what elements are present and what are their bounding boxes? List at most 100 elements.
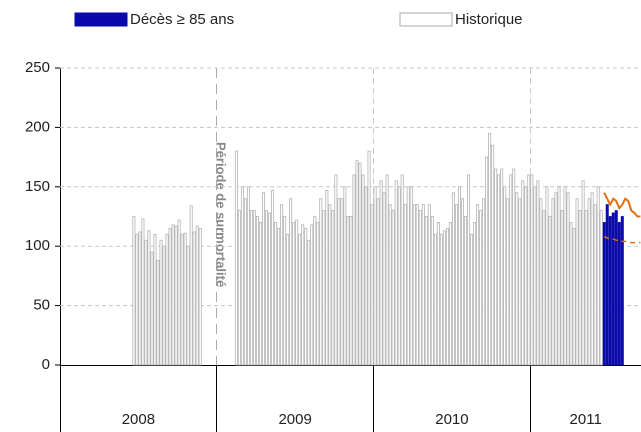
bar — [611, 212, 615, 366]
bar — [563, 186, 567, 366]
bar — [494, 168, 498, 366]
bar — [277, 227, 281, 366]
bar — [445, 227, 449, 366]
bar — [255, 216, 259, 366]
bar — [192, 231, 196, 366]
bar — [433, 233, 437, 366]
bar — [258, 222, 262, 366]
bar — [370, 204, 374, 366]
bar — [512, 168, 516, 366]
bar — [473, 222, 477, 366]
bar — [240, 186, 244, 366]
bar — [602, 222, 606, 366]
x-tick-label: 2011 — [570, 411, 602, 428]
bar — [587, 198, 591, 366]
bar — [572, 227, 576, 366]
bar — [388, 204, 392, 366]
bar — [575, 198, 579, 366]
bar — [599, 210, 603, 366]
bar — [132, 216, 136, 366]
bar — [418, 210, 422, 366]
bar — [476, 204, 480, 366]
bar — [367, 150, 371, 366]
bar — [590, 192, 594, 366]
bar — [313, 216, 317, 366]
bar — [358, 162, 362, 366]
bar — [491, 144, 495, 366]
y-tick-label: 100 — [25, 237, 50, 254]
line — [603, 192, 641, 218]
bar — [584, 210, 588, 366]
bar — [174, 225, 178, 366]
bar — [442, 230, 446, 366]
bar — [322, 210, 326, 366]
bar — [527, 174, 531, 366]
bar — [569, 222, 573, 366]
bar — [334, 174, 338, 366]
bar — [581, 180, 585, 366]
bar — [608, 216, 612, 366]
bar — [135, 233, 139, 366]
bar — [243, 198, 247, 366]
legend-label: Décès ≥ 85 ans — [130, 11, 234, 28]
bar — [539, 198, 543, 366]
bar — [461, 198, 465, 366]
legend-swatch — [399, 12, 453, 27]
bar — [141, 218, 145, 366]
y-tick-label: 150 — [25, 178, 50, 195]
y-tick-label: 250 — [25, 59, 50, 76]
legend-label: Historique — [455, 11, 523, 28]
bar — [171, 224, 175, 366]
bar — [560, 210, 564, 366]
line — [603, 236, 641, 244]
bar — [319, 198, 323, 366]
bar — [391, 210, 395, 366]
bar — [578, 210, 582, 366]
bar — [373, 186, 377, 366]
bar — [361, 174, 365, 366]
bar — [424, 216, 428, 366]
bar — [403, 204, 407, 366]
bar — [551, 198, 555, 366]
bar — [518, 198, 522, 366]
bar — [349, 216, 353, 366]
bar — [286, 233, 290, 366]
y-tick-label: 50 — [33, 297, 50, 314]
bar — [379, 180, 383, 366]
bar — [566, 192, 570, 366]
bar — [289, 198, 293, 366]
bar — [343, 186, 347, 366]
bar — [467, 174, 471, 366]
bar — [355, 160, 359, 366]
bar — [548, 216, 552, 366]
bar — [316, 222, 320, 366]
bar — [234, 150, 238, 366]
bar — [497, 174, 501, 366]
bar — [310, 224, 314, 366]
bar — [295, 219, 299, 366]
bar — [485, 156, 489, 366]
bar — [177, 219, 181, 366]
bar — [530, 174, 534, 366]
bar — [186, 245, 190, 366]
bar — [283, 216, 287, 366]
bar — [421, 204, 425, 366]
bar — [352, 174, 356, 366]
bar — [165, 233, 169, 366]
bar — [189, 205, 193, 366]
bar — [385, 174, 389, 366]
bar — [605, 204, 609, 366]
bar — [451, 192, 455, 366]
bar — [147, 230, 151, 366]
bar — [394, 180, 398, 366]
bar — [198, 227, 202, 366]
x-tick-label: 2008 — [122, 411, 155, 428]
annotation: Période de surmortalité — [214, 142, 229, 287]
bar — [409, 186, 413, 366]
bar — [479, 210, 483, 366]
bar — [337, 198, 341, 366]
bar — [457, 186, 461, 366]
bar — [325, 189, 329, 366]
bar — [617, 222, 621, 366]
x-tick-label: 2009 — [278, 411, 311, 428]
